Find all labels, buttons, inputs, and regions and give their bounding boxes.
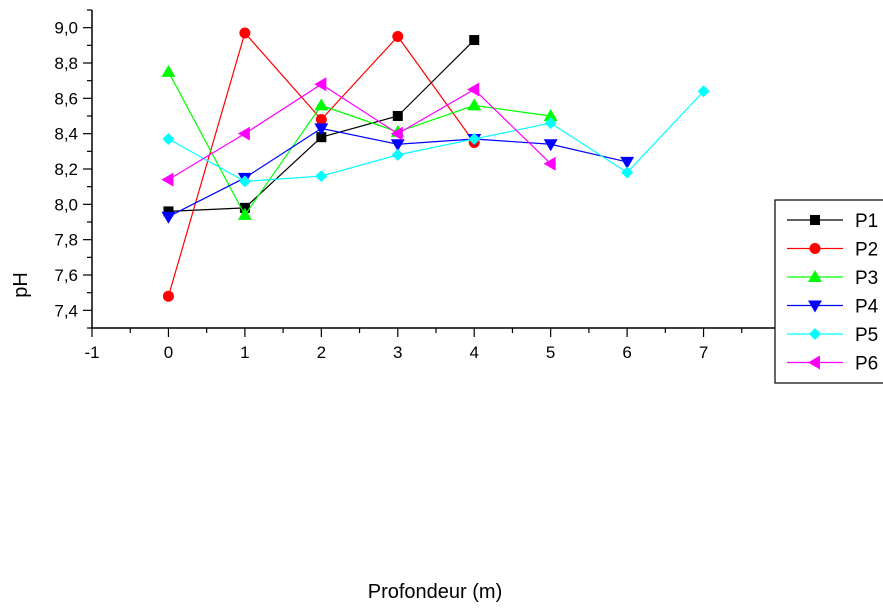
legend-marker-p2 <box>809 243 821 254</box>
legend-item-p6: P6 <box>787 354 878 375</box>
data-point-p2 <box>162 290 174 302</box>
y-tick-label: 8,2 <box>54 160 78 179</box>
data-point-p2 <box>239 27 251 39</box>
series-line-p5 <box>168 90 704 182</box>
data-point-p3 <box>543 109 558 121</box>
data-point-p4 <box>314 123 329 136</box>
y-tick-label: 8,4 <box>54 125 78 144</box>
x-tick-label: 2 <box>317 343 326 362</box>
series-p2 <box>162 27 480 302</box>
data-point-p6 <box>543 156 556 171</box>
legend-item-p5: P5 <box>787 325 878 346</box>
legend-item-p1: P1 <box>787 211 878 232</box>
legend-marker-p3 <box>808 270 822 282</box>
data-point-p6 <box>314 77 327 92</box>
data-point-p2 <box>315 114 327 126</box>
x-axis-title: Profondeur (m) <box>368 581 503 603</box>
data-point-p3 <box>314 98 329 111</box>
data-point-p1 <box>239 202 250 213</box>
data-point-p5 <box>468 132 481 145</box>
data-point-p6 <box>467 82 480 97</box>
data-point-p4 <box>161 211 176 224</box>
data-point-p3 <box>161 64 176 77</box>
series-line-p6 <box>168 83 552 181</box>
x-tick-label: 4 <box>469 343 478 362</box>
data-point-p3 <box>467 98 482 111</box>
x-tick-label: 7 <box>699 343 708 362</box>
y-tick-label: 7,6 <box>54 266 78 285</box>
series-p5 <box>162 85 710 188</box>
legend-label-p1: P1 <box>855 211 878 232</box>
x-tick-label: 3 <box>393 343 402 362</box>
series-p3 <box>161 64 558 220</box>
legend-marker-p1 <box>810 215 820 225</box>
axes: -10123456787,47,67,88,08,28,48,68,89,0 <box>54 9 785 362</box>
legend-label-p6: P6 <box>855 354 878 375</box>
data-point-p1 <box>163 206 174 217</box>
y-tick-label: 7,4 <box>54 301 78 320</box>
data-point-p5 <box>621 166 634 179</box>
legend-marker-p4 <box>808 300 822 313</box>
y-tick-label: 8,6 <box>54 89 78 108</box>
legend-label-p5: P5 <box>855 325 878 346</box>
legend-label-p4: P4 <box>855 297 879 318</box>
legend-item-p4: P4 <box>787 297 879 318</box>
legend-marker-p6 <box>808 355 820 370</box>
data-point-p6 <box>161 172 174 187</box>
data-point-p1 <box>316 132 327 143</box>
series-line-p3 <box>167 71 551 217</box>
data-point-p1 <box>469 35 480 46</box>
y-tick-label: 9,0 <box>54 19 78 38</box>
series-layer <box>161 27 710 302</box>
y-tick-label: 8,8 <box>54 54 78 73</box>
data-point-p4 <box>390 139 405 152</box>
data-point-p5 <box>391 148 404 161</box>
x-tick-label: -1 <box>84 343 99 362</box>
x-tick-label: 5 <box>546 343 555 362</box>
data-point-p2 <box>392 31 404 42</box>
x-tick-label: 6 <box>622 343 631 362</box>
legend-label-p3: P3 <box>855 268 878 289</box>
data-point-p5 <box>162 132 175 145</box>
y-tick-label: 8,0 <box>54 195 78 214</box>
data-point-p3 <box>237 207 252 220</box>
y-axis-title: pH <box>10 272 32 298</box>
x-tick-label: 1 <box>240 343 249 362</box>
data-point-p5 <box>544 117 557 130</box>
x-tick-label: 0 <box>164 343 173 362</box>
data-point-p5 <box>238 175 251 188</box>
data-point-p4 <box>543 139 558 152</box>
legend-item-p3: P3 <box>787 268 878 289</box>
series-p6 <box>161 77 556 187</box>
legend-box <box>774 199 883 384</box>
data-point-p5 <box>315 170 328 183</box>
data-point-p6 <box>237 126 250 141</box>
data-point-p4 <box>620 156 635 169</box>
data-point-p1 <box>392 111 403 121</box>
legend-marker-p5 <box>809 328 821 340</box>
legend-item-p2: P2 <box>787 240 878 261</box>
data-point-p5 <box>697 85 710 98</box>
series-p1 <box>163 35 480 217</box>
legend: P1 P2 P3 P4 P5 P6 <box>774 199 883 384</box>
y-tick-label: 7,8 <box>54 231 78 250</box>
data-point-p6 <box>390 126 403 141</box>
legend-label-p2: P2 <box>855 240 878 261</box>
